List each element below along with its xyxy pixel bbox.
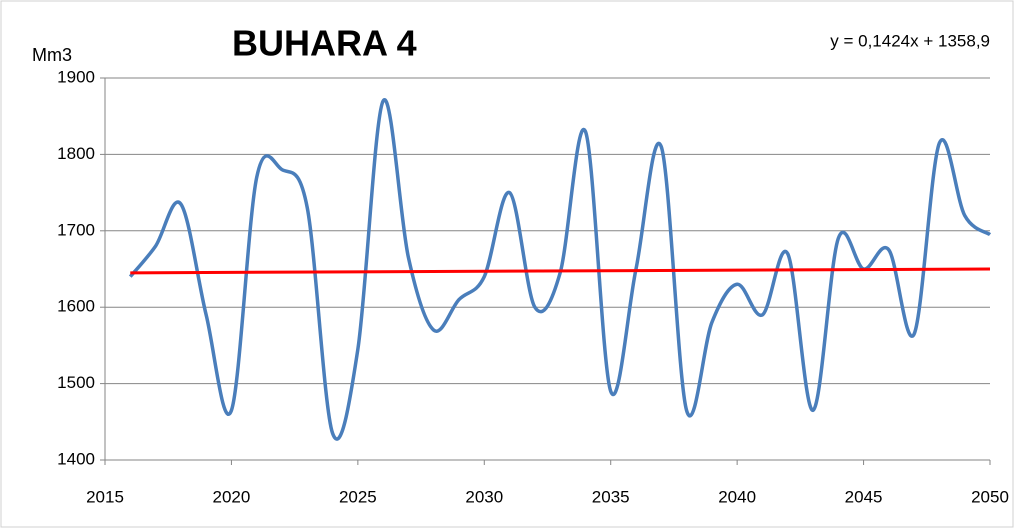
- y-tick-label: 1400: [57, 449, 95, 468]
- x-tick-label: 2020: [213, 487, 251, 506]
- x-tick-label: 2045: [845, 487, 883, 506]
- chart-title: BUHARA 4: [232, 23, 417, 64]
- x-tick-label: 2035: [592, 487, 630, 506]
- y-tick-label: 1500: [57, 373, 95, 392]
- x-tick-label: 2050: [971, 487, 1009, 506]
- x-tick-label: 2015: [86, 487, 124, 506]
- y-tick-label: 1900: [57, 67, 95, 86]
- x-tick-label: 2030: [465, 487, 503, 506]
- trend-line: [130, 267, 991, 275]
- trend-equation: y = 0,1424x + 1358,9: [830, 31, 990, 50]
- x-tick-label: 2025: [339, 487, 377, 506]
- y-tick-label: 1600: [57, 297, 95, 316]
- y-axis-label: Mm3: [32, 45, 72, 65]
- y-tick-label: 1700: [57, 220, 95, 239]
- y-tick-label: 1800: [57, 144, 95, 163]
- data-line: [128, 98, 992, 441]
- x-tick-label: 2040: [718, 487, 756, 506]
